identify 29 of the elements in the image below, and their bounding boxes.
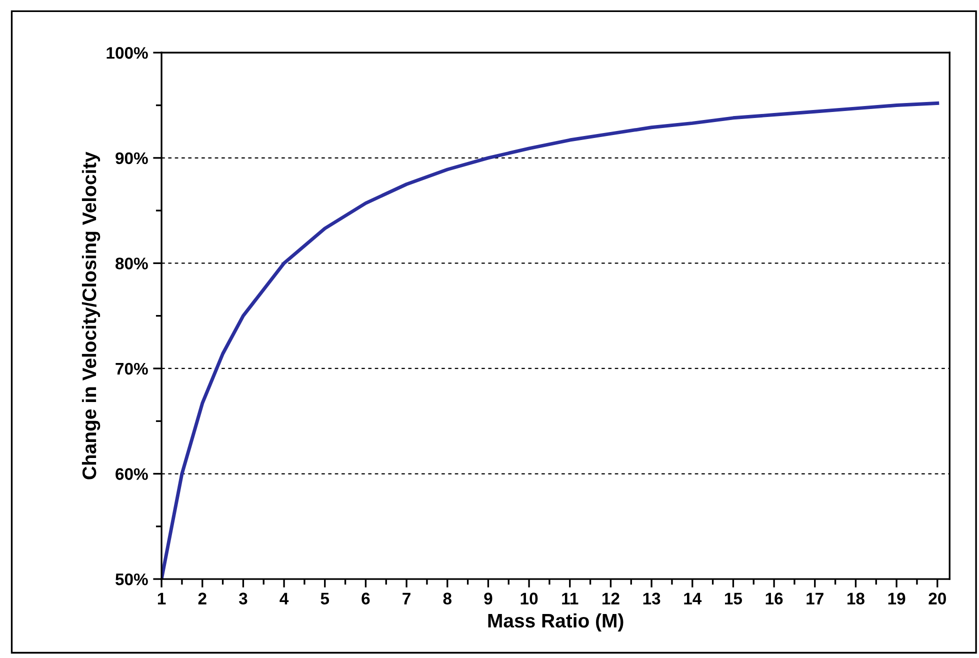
x-tick-label: 15 [724, 592, 742, 604]
y-tick-label: 60% [116, 468, 148, 480]
x-tick-label: 1 [158, 592, 166, 604]
x-tick-label: 3 [238, 592, 248, 604]
y-tick-label: 90% [116, 152, 148, 164]
y-tick-label: 100% [106, 47, 148, 59]
x-tick-label: 10 [520, 592, 538, 604]
x-tick-label: 7 [402, 592, 410, 604]
x-tick-label: 16 [766, 592, 783, 604]
y-axis-title: Change in Velocity/Closing Velocity [82, 152, 100, 480]
x-axis-title: Mass Ratio (M) [488, 613, 624, 632]
x-tick-label: 17 [806, 592, 824, 604]
x-tick-label: 9 [484, 592, 492, 604]
x-tick-label: 4 [280, 592, 289, 604]
x-tick-label: 11 [562, 592, 578, 604]
x-tick-label: 20 [928, 592, 946, 604]
y-tick-label: 80% [116, 258, 148, 270]
y-tick-label: 50% [115, 573, 148, 586]
x-tick-label: 13 [643, 592, 660, 604]
x-tick-label: 8 [443, 592, 452, 604]
x-tick-label: 5 [320, 592, 330, 604]
y-tick-label: 70% [116, 362, 148, 375]
x-tick-label: 19 [888, 592, 906, 604]
x-tick-label: 2 [198, 592, 206, 604]
x-tick-label: 6 [362, 592, 370, 604]
x-tick-label: 18 [847, 592, 864, 604]
x-tick-label: 12 [602, 592, 620, 604]
x-tick-label: 14 [684, 592, 702, 604]
line-series [162, 101, 940, 580]
